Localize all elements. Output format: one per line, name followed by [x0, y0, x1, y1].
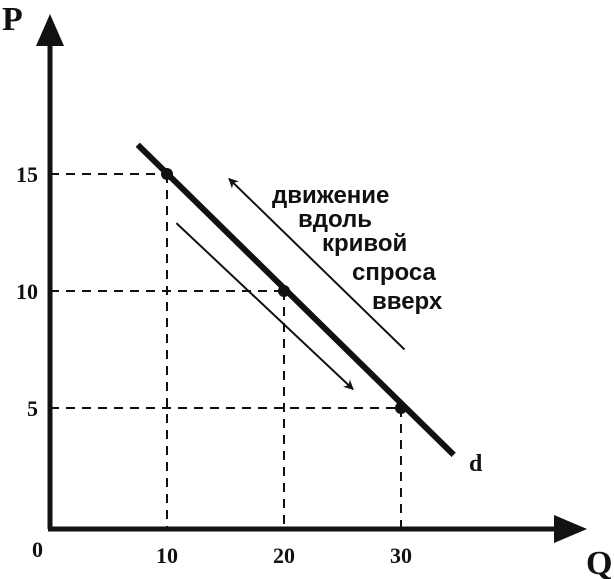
x-tick-labels: 10 20 30 [156, 543, 412, 568]
y-axis-arrow-icon [36, 14, 64, 46]
origin-label: 0 [32, 537, 43, 562]
movement-down-arrow [175, 222, 354, 391]
demand-point-2 [395, 402, 407, 414]
x-axis-arrow-icon [554, 515, 587, 543]
movement-up-arrow [228, 177, 406, 351]
dashed-guide-lines [50, 173, 402, 529]
y-tick-label-2: 15 [16, 162, 38, 187]
y-tick-label-1: 10 [16, 279, 38, 304]
demand-point-1 [278, 285, 290, 297]
annotation-line-1: движение [272, 182, 389, 209]
x-tick-label-1: 20 [273, 543, 295, 568]
demand-points [161, 168, 407, 414]
annotation-line-5: вверх [372, 288, 443, 315]
series-label-d: d [469, 451, 483, 477]
annotation-line-3: кривой [322, 230, 407, 257]
axes [36, 14, 587, 543]
x-tick-label-2: 30 [390, 543, 412, 568]
annotation-line-2: вдоль [298, 206, 372, 233]
x-tick-label-0: 10 [156, 543, 178, 568]
y-axis-label: P [2, 1, 23, 38]
annotation-line-4: спроса [352, 259, 436, 286]
movement-annotation: движение вдоль кривой спроса вверх [272, 182, 443, 315]
y-tick-labels: 5 10 15 [16, 162, 38, 421]
demand-point-0 [161, 168, 173, 180]
x-axis-label: Q [586, 545, 612, 579]
y-tick-label-0: 5 [27, 396, 38, 421]
